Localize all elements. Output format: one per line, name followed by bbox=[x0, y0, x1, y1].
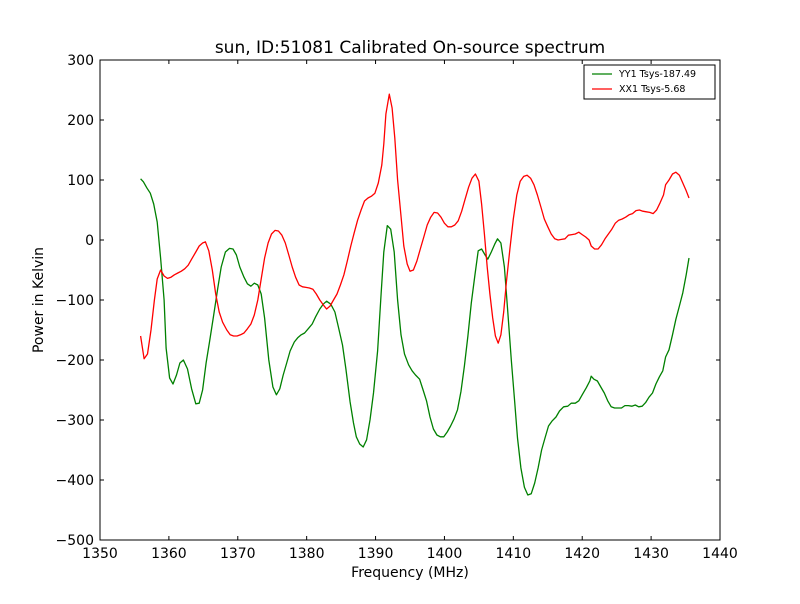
chart-title: sun, ID:51081 Calibrated On-source spect… bbox=[215, 38, 605, 58]
y-tick-label: −300 bbox=[56, 413, 94, 429]
x-axis: 1350 1360 1370 1380 1390 1400 1410 1420 1430 1440 bbox=[82, 60, 738, 562]
y-tick-label: −500 bbox=[56, 533, 94, 549]
y-tick-label: 100 bbox=[67, 173, 94, 189]
x-tick-label: 1410 bbox=[496, 546, 532, 562]
series-line-yy1 bbox=[140, 178, 690, 496]
x-tick-label: 1420 bbox=[564, 546, 600, 562]
y-tick-label: 300 bbox=[67, 53, 94, 69]
x-tick-label: 1440 bbox=[702, 546, 738, 562]
legend-label-yy1: YY1 Tsys-187.49 bbox=[618, 69, 696, 80]
x-tick-label: 1430 bbox=[633, 546, 669, 562]
x-tick-label: 1380 bbox=[289, 546, 325, 562]
y-tick-label: 0 bbox=[85, 233, 94, 249]
y-tick-label: 200 bbox=[67, 113, 94, 129]
x-axis-label: Frequency (MHz) bbox=[351, 565, 469, 581]
y-axis-label: Power in Kelvin bbox=[31, 247, 47, 353]
x-tick-label: 1390 bbox=[358, 546, 394, 562]
x-tick-label: 1400 bbox=[427, 546, 463, 562]
x-tick-label: 1370 bbox=[220, 546, 256, 562]
legend-box bbox=[583, 64, 716, 100]
plot-area bbox=[139, 93, 690, 496]
y-axis: −500 −400 −300 −200 −100 0 100 200 300 bbox=[56, 53, 720, 549]
y-tick-label: −200 bbox=[56, 353, 94, 369]
legend: YY1 Tsys-187.49 XX1 Tsys-5.68 bbox=[583, 64, 716, 100]
x-tick-label: 1360 bbox=[151, 546, 187, 562]
legend-label-xx1: XX1 Tsys-5.68 bbox=[619, 84, 685, 95]
y-tick-label: −100 bbox=[56, 293, 94, 309]
series-line-xx1 bbox=[139, 93, 690, 360]
x-tick-label: 1350 bbox=[82, 546, 118, 562]
y-tick-label: −400 bbox=[56, 473, 94, 489]
